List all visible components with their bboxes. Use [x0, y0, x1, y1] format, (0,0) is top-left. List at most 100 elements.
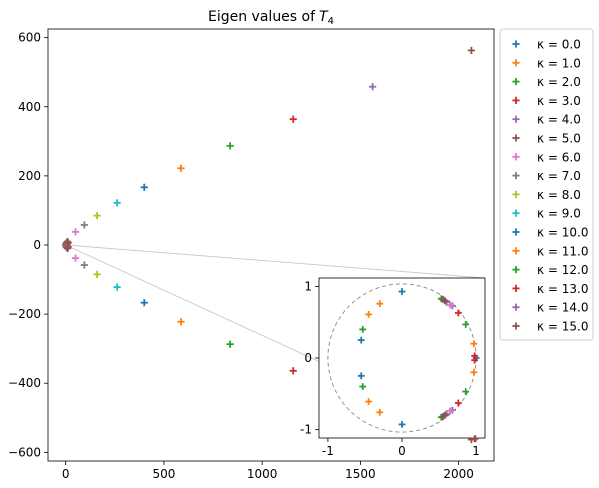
- legend-marker-4: [512, 115, 520, 123]
- inset-point-series-2: [462, 388, 470, 395]
- legend-marker-2: [512, 78, 520, 86]
- inset-x-tick-label: 1: [472, 444, 480, 458]
- inset-data-points: [357, 288, 480, 443]
- inset-point-series-0: [357, 372, 365, 380]
- inset-point-series-8: [471, 435, 479, 443]
- main-y-tick-label: 0: [33, 238, 41, 252]
- main-y-tick-label: −400: [8, 376, 41, 390]
- legend-label: κ = 0.0: [537, 38, 581, 52]
- legend-label: κ = 10.0: [537, 226, 588, 240]
- main-point-series-10: [140, 299, 148, 307]
- main-x-tick-label: 1500: [345, 467, 376, 481]
- legend-marker-7: [512, 172, 520, 180]
- legend-label: κ = 4.0: [537, 113, 581, 127]
- inset-y-tick-label: 1: [304, 280, 312, 294]
- main-point-series-11: [177, 318, 185, 326]
- inset-y-axis: -1 0 1: [300, 280, 319, 436]
- legend-marker-3: [512, 96, 520, 104]
- main-point-series-9: [113, 199, 121, 207]
- legend-marker-14: [512, 303, 520, 311]
- legend-label: κ = 11.0: [537, 244, 588, 258]
- inset-point-series-1: [376, 408, 384, 416]
- inset-axes: -1 0 1 -1 0 1: [300, 277, 486, 458]
- inset-point-series-1: [365, 398, 373, 405]
- main-point-series-10: [140, 183, 148, 191]
- main-point-series-8: [93, 270, 101, 278]
- legend-marker-9: [512, 209, 520, 217]
- inset-point-series-3: [471, 356, 479, 364]
- inset-y-tick-label: 0: [304, 351, 312, 365]
- main-point-series-13: [289, 367, 297, 375]
- main-x-tick-label: 1000: [247, 467, 278, 481]
- inset-point-series-1: [470, 340, 478, 348]
- main-y-tick-label: 200: [18, 169, 41, 183]
- legend-frame: [499, 28, 594, 341]
- main-y-tick-label: 400: [18, 100, 41, 114]
- main-data-points: [61, 46, 476, 444]
- legend: κ = 0.0 κ = 1.0 κ = 2.0 κ = 3.0 κ = 4.0 κ = 5…: [499, 28, 594, 341]
- main-point-series-12: [226, 340, 234, 348]
- inset-point-series-0: [357, 336, 365, 344]
- legend-label: κ = 2.0: [537, 75, 581, 89]
- main-point-series-13: [289, 115, 297, 123]
- legend-marker-15: [512, 322, 520, 330]
- main-x-tick-label: 500: [152, 467, 175, 481]
- main-y-axis: −600 −400 −200 0 200 400 600: [8, 31, 48, 459]
- inset-point-series-3: [454, 399, 462, 407]
- main-point-series-9: [113, 283, 121, 291]
- legend-label: κ = 6.0: [537, 150, 581, 164]
- inset-y-tick-label: -1: [300, 422, 312, 436]
- inset-point-series-2: [462, 321, 470, 328]
- legend-label: κ = 5.0: [537, 132, 581, 146]
- main-point-series-5: [64, 243, 72, 251]
- main-x-tick-label: 2000: [443, 467, 474, 481]
- main-x-axis: 0 500 1000 1500 2000: [62, 461, 474, 481]
- legend-marker-5: [512, 134, 520, 142]
- main-point-series-6: [71, 254, 80, 262]
- chart-title-text: Eigen values of: [208, 9, 316, 25]
- main-x-tick-label: 0: [62, 467, 70, 481]
- legend-label: κ = 13.0: [537, 282, 588, 296]
- legend-marker-0: [512, 40, 520, 48]
- inset-point-series-1: [470, 368, 478, 376]
- main-point-series-12: [226, 142, 234, 150]
- inset-point-series-2: [359, 383, 367, 390]
- legend-label: κ = 8.0: [537, 188, 581, 202]
- inset-plot-frame: [318, 277, 486, 439]
- legend-label: κ = 3.0: [537, 94, 581, 108]
- legend-marker-1: [512, 59, 520, 67]
- main-point-series-15: [467, 46, 476, 55]
- legend-items: κ = 0.0 κ = 1.0 κ = 2.0 κ = 3.0 κ = 4.0 κ = 5…: [512, 38, 588, 334]
- inset-point-series-6: [446, 407, 454, 415]
- main-point-series-7: [80, 221, 88, 229]
- legend-marker-12: [512, 266, 520, 274]
- main-y-tick-label: −200: [8, 307, 41, 321]
- inset-point-series-5: [441, 297, 449, 305]
- legend-label: κ = 12.0: [537, 263, 588, 277]
- chart-title-math: T: [319, 9, 329, 25]
- main-point-series-11: [177, 164, 185, 172]
- inset-point-series-0: [398, 421, 406, 428]
- legend-marker-10: [512, 228, 520, 236]
- main-point-series-6: [71, 228, 80, 236]
- legend-label: κ = 7.0: [537, 169, 581, 183]
- inset-point-series-1: [376, 300, 384, 308]
- main-y-tick-label: 600: [18, 31, 41, 45]
- inset-x-tick-label: -1: [322, 444, 334, 458]
- inset-point-series-6: [446, 301, 454, 309]
- legend-label: κ = 9.0: [537, 207, 581, 221]
- zoom-connector-upper: [65, 244, 486, 279]
- legend-label: κ = 14.0: [537, 301, 588, 315]
- legend-label: κ = 15.0: [537, 320, 588, 334]
- legend-marker-11: [512, 247, 520, 255]
- legend-marker-6: [512, 153, 520, 161]
- inset-point-series-3: [454, 309, 462, 317]
- inset-point-series-5: [441, 411, 449, 419]
- chart-title: Eigen values of T4: [208, 9, 334, 27]
- chart-title-subscript: 4: [328, 16, 334, 27]
- main-point-series-8: [93, 212, 101, 220]
- main-y-tick-label: −600: [8, 445, 41, 459]
- inset-point-series-2: [359, 326, 367, 333]
- inset-point-series-0: [398, 288, 406, 295]
